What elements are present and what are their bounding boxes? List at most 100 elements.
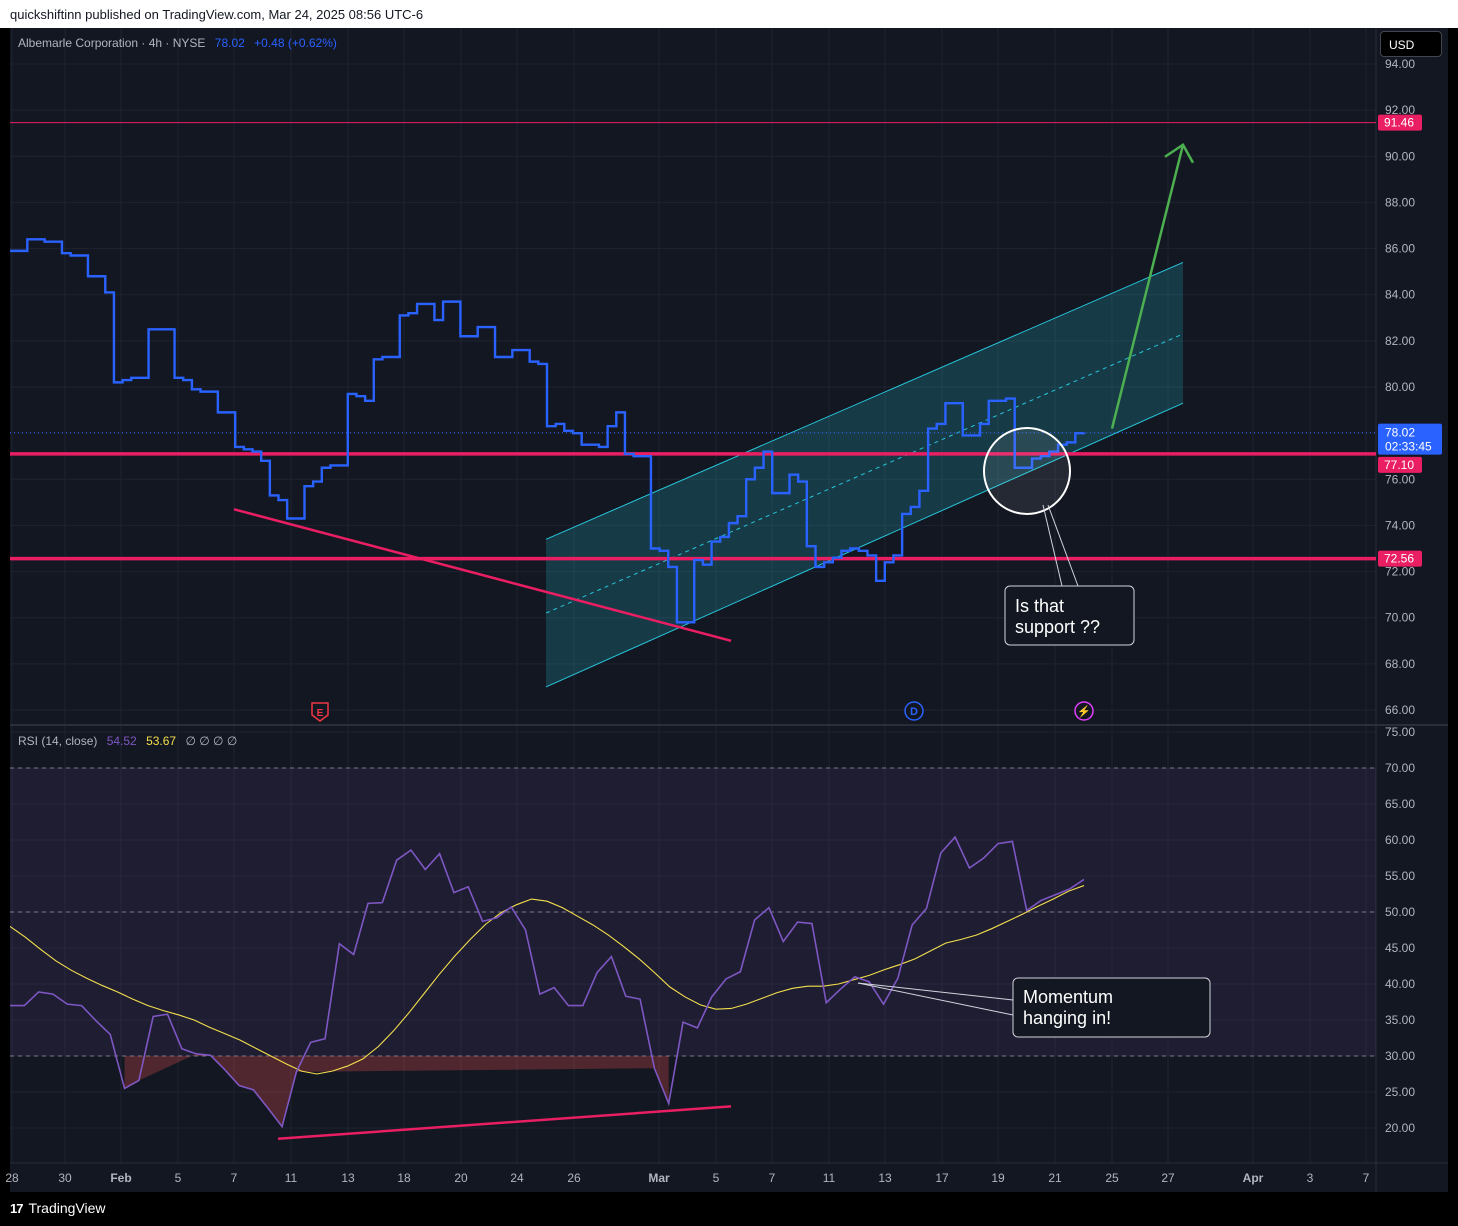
symbol-legend[interactable]: Albemarle Corporation · 4h · NYSE 78.02 … [18, 36, 343, 50]
grid-lines [10, 28, 1448, 1192]
support-lower-price-tag: 72.56 [1384, 552, 1414, 566]
rsi-pane [10, 767, 1376, 1141]
momentum-callout-box [1012, 977, 1211, 1038]
time-axis-tick: 13 [341, 1171, 355, 1185]
time-axis-tick: Feb [110, 1171, 131, 1185]
rsi-axis-tick: 20.00 [1385, 1121, 1415, 1135]
price-axis-tick: 74.00 [1385, 518, 1415, 532]
axes: 94.00 92.00 90.00 88.00 86.00 84.00 82.00 80.00… [5, 57, 1442, 1185]
time-axis-tick: Apr [1243, 1171, 1264, 1185]
price-axis-tick: 84.00 [1385, 288, 1415, 302]
projection-arrow-head [1164, 142, 1195, 164]
rsi-legend-name: RSI (14, close) [18, 734, 98, 748]
support-lower-price-tag-bg [1378, 550, 1422, 567]
resistance-price-tag: 91.46 [1384, 116, 1414, 130]
callout-pointer-line [857, 982, 1014, 1001]
rsi-axis-tick: 30.00 [1385, 1049, 1415, 1063]
price-step-line [10, 238, 1086, 624]
time-axis-tick: 5 [713, 1171, 720, 1185]
time-axis-tick: 17 [935, 1171, 949, 1185]
time-axis-tick: 30 [58, 1171, 72, 1185]
rsi-axis-tick: 75.00 [1385, 725, 1415, 739]
price-axis-tick: 92.00 [1385, 103, 1415, 117]
rsi-legend[interactable]: RSI (14, close) 54.52 53.67 ∅ ∅ ∅ ∅ [18, 734, 243, 748]
dividend-marker-label: D [910, 706, 918, 718]
footer-bar [0, 1192, 1458, 1226]
support-callout-box [1004, 585, 1135, 646]
price-axis-tick: 68.00 [1385, 657, 1415, 671]
rsi-axis-tick: 25.00 [1385, 1085, 1415, 1099]
rsi-axis-tick: 55.00 [1385, 869, 1415, 883]
current-price-tag: 78.02 [1385, 426, 1415, 440]
time-axis-tick: 18 [397, 1171, 411, 1185]
dividend-marker-icon [904, 701, 924, 721]
time-axis-tick: 19 [991, 1171, 1005, 1185]
rsi-line [10, 835, 1085, 1129]
regression-channel-fill [546, 262, 1183, 687]
channel-upper-line [545, 261, 1184, 540]
time-axis-tick: 3 [1307, 1171, 1314, 1185]
symbol-change: +0.48 (+0.62%) [254, 36, 337, 50]
earnings-marker-label: E [317, 708, 324, 719]
projection-arrow-shaft [1110, 144, 1185, 429]
split-event-marker-label: ⚡ [1077, 705, 1091, 718]
time-axis-tick: 7 [1363, 1171, 1370, 1185]
rsi-trendline [277, 1105, 732, 1141]
currency-button[interactable]: USD [1380, 31, 1442, 57]
time-axis-tick: 21 [1048, 1171, 1062, 1185]
price-pane [10, 122, 1376, 688]
time-axis-tick: 26 [567, 1171, 581, 1185]
time-axis-tick: 24 [510, 1171, 524, 1185]
symbol-name: Albemarle Corporation · 4h · NYSE [18, 36, 206, 50]
callout-pointer-line [1042, 504, 1063, 587]
rsi-ma-line [10, 885, 1085, 1075]
resistance-price-tag-bg [1378, 114, 1422, 131]
earnings-marker-icon [311, 702, 329, 722]
time-axis-tick: 20 [454, 1171, 468, 1185]
rsi-axis-tick: 40.00 [1385, 977, 1415, 991]
momentum-callout-text-line2: hanging in! [1023, 1008, 1111, 1028]
price-axis-tick: 80.00 [1385, 380, 1415, 394]
rsi-legend-extra: ∅ ∅ ∅ ∅ [185, 734, 238, 748]
support-upper-price-tag-bg [1378, 456, 1422, 473]
time-axis-tick: 13 [878, 1171, 892, 1185]
publisher-header: quickshiftinn published on TradingView.c… [0, 0, 1458, 28]
price-axis-tick: 90.00 [1385, 149, 1415, 163]
tradingview-logo[interactable]: 17 TradingView [10, 1200, 106, 1216]
price-axis-tick: 82.00 [1385, 334, 1415, 348]
momentum-callout-text-line1: Momentum [1023, 987, 1113, 1007]
callout-pointer-line [1047, 504, 1079, 587]
time-axis-tick: 25 [1105, 1171, 1119, 1185]
time-axis-tick: 7 [769, 1171, 776, 1185]
rsi-axis-tick: 35.00 [1385, 1013, 1415, 1027]
current-price-tag-bg [1378, 423, 1442, 455]
price-trendline [233, 508, 732, 642]
support-callout-text-line2: support ?? [1015, 617, 1100, 637]
price-axis-tick: 88.00 [1385, 195, 1415, 209]
rsi-legend-ma-value: 53.67 [146, 734, 177, 748]
bar-countdown: 02:33:45 [1385, 440, 1432, 454]
time-axis-tick: 11 [285, 1171, 298, 1185]
split-event-marker-icon [1074, 701, 1094, 721]
time-axis-tick: 27 [1161, 1171, 1175, 1185]
rsi-legend-value: 54.52 [106, 734, 137, 748]
channel-middle-line [545, 333, 1184, 614]
time-axis-tick: 28 [5, 1171, 19, 1185]
rsi-axis-tick: 70.00 [1385, 761, 1415, 775]
symbol-last-price: 78.02 [214, 36, 245, 50]
time-axis-tick: 11 [823, 1171, 836, 1185]
rsi-oversold-fill [124, 1053, 669, 1127]
price-axis-tick: 86.00 [1385, 242, 1415, 256]
rsi-axis-tick: 50.00 [1385, 905, 1415, 919]
channel-lower-line [545, 402, 1184, 688]
rsi-axis-tick: 60.00 [1385, 833, 1415, 847]
price-axis-tick: 66.00 [1385, 703, 1415, 717]
rsi-axis-tick: 45.00 [1385, 941, 1415, 955]
support-upper-price-tag: 77.10 [1384, 458, 1414, 472]
callout-pointer-line [857, 982, 1014, 1016]
time-axis-tick: 7 [231, 1171, 238, 1185]
price-axis-tick: 76.00 [1385, 472, 1415, 486]
tradingview-mark-icon: 17 [10, 1200, 24, 1216]
